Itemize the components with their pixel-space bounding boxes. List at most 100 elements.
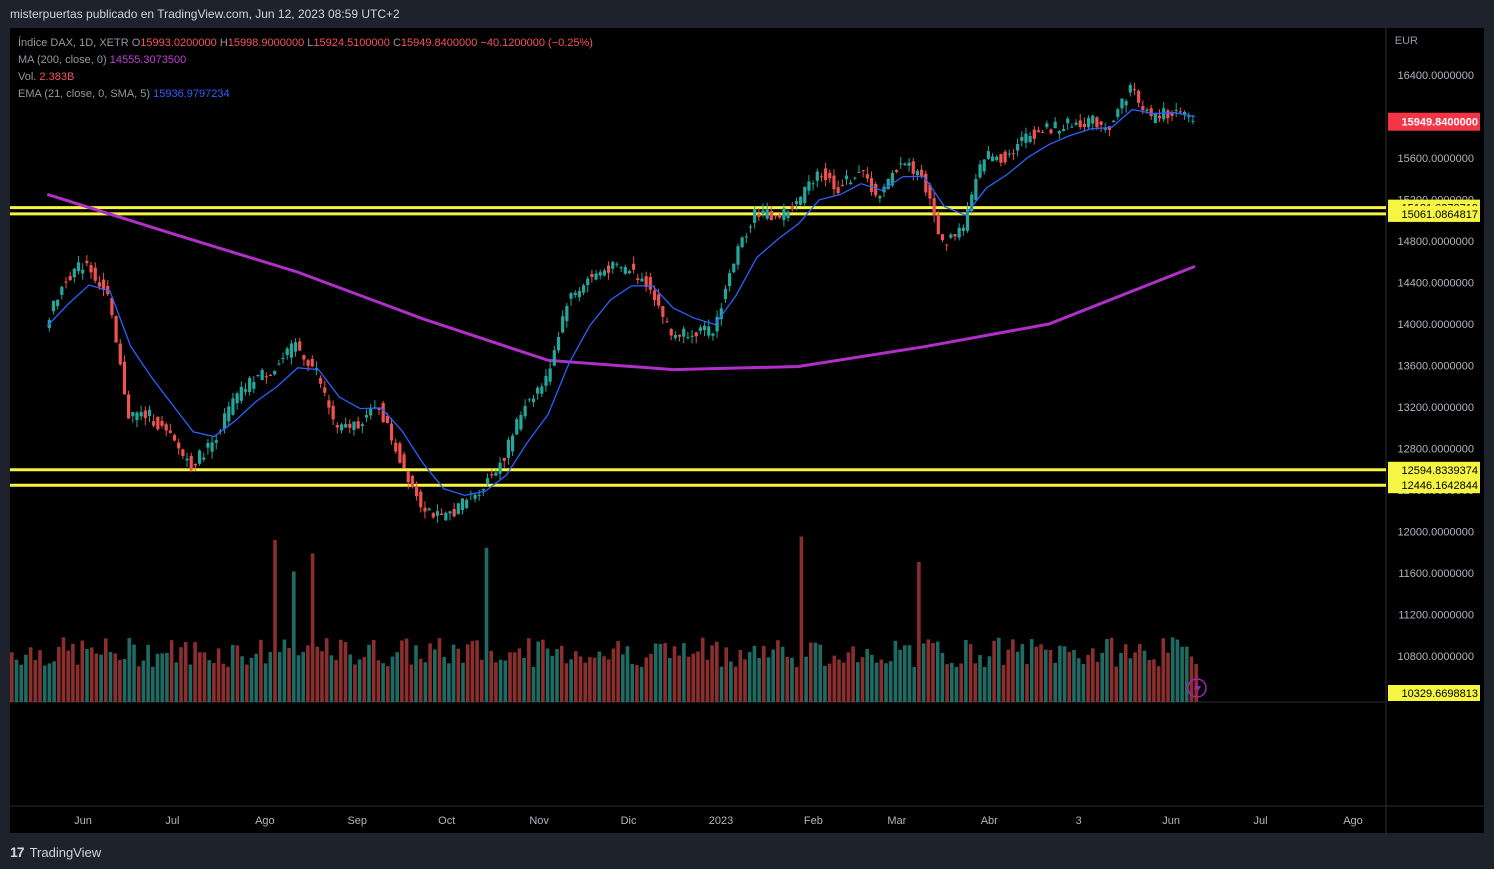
- volume-bar: [837, 659, 841, 702]
- y-tick-label: 14000.0000000: [1398, 319, 1474, 331]
- candle-body: [160, 421, 164, 426]
- candle-body: [339, 424, 344, 431]
- volume-bar: [38, 650, 42, 702]
- volume-bar: [616, 641, 620, 702]
- candle-body: [865, 174, 869, 179]
- volume-bar: [1147, 659, 1151, 702]
- currency-label: EUR: [1394, 35, 1418, 47]
- candle-body: [740, 237, 744, 248]
- candle-body: [264, 376, 268, 378]
- candle-body: [122, 362, 127, 395]
- volume-bar: [216, 648, 221, 702]
- y-tick-label: 11200.0000000: [1398, 610, 1474, 622]
- volume-bar: [324, 638, 329, 702]
- candle-body: [319, 377, 323, 384]
- candle-body: [252, 382, 256, 389]
- candle-body: [256, 374, 260, 376]
- volume-bar: [691, 653, 696, 702]
- volume-bar: [1011, 639, 1015, 702]
- candle-body: [619, 267, 623, 269]
- candle-body: [990, 156, 995, 162]
- candle-body: [744, 236, 748, 238]
- legend-ma-row[interactable]: MA (200, close, 0) 14555.3073500: [18, 54, 187, 66]
- level-price-label: 12594.8339374: [1402, 465, 1478, 477]
- legend-symbol-row[interactable]: Índice DAX, 1D, XETR O15993.0200000 H159…: [18, 37, 593, 49]
- legend-symbol[interactable]: Índice DAX, 1D, XETR: [18, 37, 129, 49]
- candle-body: [1166, 110, 1170, 119]
- volume-bar: [682, 643, 686, 702]
- candle-body: [327, 400, 331, 408]
- volume-bar: [921, 643, 926, 702]
- tradingview-logo-icon[interactable]: 17: [10, 844, 25, 860]
- volume-bar: [296, 655, 301, 702]
- volume-bar: [658, 644, 663, 702]
- volume-bar: [653, 643, 658, 702]
- volume-bar: [395, 652, 399, 702]
- candle-body: [243, 389, 248, 392]
- candle-body: [824, 168, 828, 180]
- volume-bar: [602, 656, 606, 702]
- candle-body: [1103, 127, 1107, 130]
- last-price-tag: [1388, 112, 1480, 131]
- volume-bar: [42, 665, 47, 702]
- candle-body: [1074, 122, 1078, 125]
- candle-body: [385, 416, 389, 424]
- x-tick-label: Dic: [621, 815, 637, 827]
- candle-body: [832, 175, 836, 190]
- candle-body: [686, 337, 690, 339]
- legend-ema-row[interactable]: EMA (21, close, 0, SMA, 5) 15936.9797234: [18, 88, 230, 100]
- volume-bar: [381, 663, 385, 702]
- candle-body: [982, 159, 986, 172]
- volume-bar: [28, 647, 33, 702]
- chart-canvas[interactable]: 16400.000000016000.000000015600.00000001…: [10, 28, 1484, 833]
- volume-bar: [757, 657, 761, 702]
- legend-vol-row[interactable]: Vol. 2.383B: [18, 71, 75, 83]
- volume-bar: [357, 659, 362, 702]
- volume-bar: [104, 638, 108, 702]
- candle-body: [999, 154, 1003, 163]
- footer[interactable]: 17 TradingView: [10, 842, 101, 862]
- chart-panel[interactable]: 16400.000000016000.000000015600.00000001…: [10, 28, 1484, 833]
- candle-body: [669, 329, 673, 336]
- candle-body: [723, 288, 728, 300]
- volume-bar: [1194, 663, 1198, 702]
- candle-body: [218, 430, 223, 432]
- candle-body: [152, 421, 156, 426]
- volume-bar: [959, 663, 963, 702]
- volume-bar: [19, 664, 23, 702]
- candle-body: [965, 209, 970, 231]
- volume-bar: [541, 639, 545, 702]
- tradingview-brand[interactable]: TradingView: [29, 844, 102, 860]
- candle-body: [1070, 126, 1074, 128]
- candle-body: [552, 350, 556, 366]
- volume-bar: [1053, 662, 1057, 702]
- volume-bar: [1067, 651, 1072, 702]
- candle-body: [1132, 89, 1137, 91]
- volume-bar: [118, 659, 122, 702]
- candle-body: [602, 270, 607, 276]
- candle-body: [510, 435, 515, 452]
- candle-body: [1028, 135, 1032, 143]
- x-tick-label: Jul: [165, 815, 179, 827]
- candle-body: [68, 276, 72, 281]
- volume-bar: [202, 652, 207, 702]
- volume-bar: [804, 656, 808, 702]
- candle-body: [427, 508, 431, 511]
- volume-bar: [950, 662, 954, 702]
- volume-bar: [776, 640, 780, 702]
- volume-bar: [912, 666, 916, 702]
- volume-bar: [700, 637, 705, 702]
- volume-bar: [249, 657, 254, 702]
- candle-body: [1016, 144, 1020, 151]
- candle-body: [899, 163, 903, 165]
- volume-bar: [865, 648, 869, 702]
- volume-bar: [762, 645, 766, 702]
- x-tick-label: 3: [1076, 815, 1082, 827]
- candle-body: [193, 463, 197, 466]
- candle-body: [803, 186, 807, 204]
- volume-bar: [611, 648, 616, 702]
- volume-bar: [710, 645, 714, 702]
- x-tick-label: Jun: [74, 815, 92, 827]
- volume-bar: [1015, 651, 1020, 702]
- candle-body: [707, 326, 711, 336]
